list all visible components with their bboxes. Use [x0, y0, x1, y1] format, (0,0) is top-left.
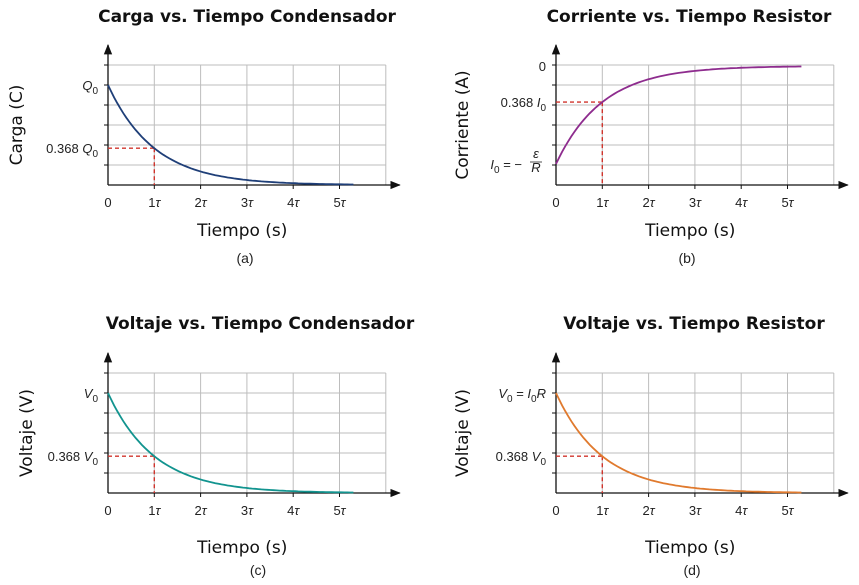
chart-title: Voltaje vs. Tiempo Resistor — [563, 314, 825, 334]
grid — [556, 64, 835, 185]
x-tick-label: 0 — [104, 503, 111, 518]
x-axis-label: Tiempo (s) — [644, 538, 735, 558]
grid — [108, 64, 387, 185]
x-tick-label: 1τ — [596, 503, 609, 518]
x-axis-label: Tiempo (s) — [196, 221, 287, 241]
x-tick-label: 3τ — [241, 503, 254, 518]
x-tick-label: 2τ — [195, 503, 208, 518]
y-mark-label: 0 — [539, 59, 546, 74]
x-tick-label: 4τ — [735, 195, 748, 210]
chart-panel-1: 0 1τ 2τ 3τ 4τ 5τ 0 0.368 I0 I0 = − εR Corriente vs… — [453, 7, 849, 266]
grid — [556, 372, 835, 493]
y-mark-label: I0 = − — [490, 157, 522, 176]
x-tick-label: 0 — [104, 195, 111, 210]
y-axis-label: Carga (C) — [7, 85, 27, 166]
fraction-denominator: R — [531, 160, 540, 175]
y-mark-label: V0 — [84, 386, 99, 405]
chart-panel-2: 0 1τ 2τ 3τ 4τ 5τ V0 0.368 V0 Voltaje vs. Tiempo … — [17, 314, 415, 578]
x-tick-label: 5τ — [781, 195, 794, 210]
x-tick-label: 1τ — [148, 503, 161, 518]
series-line — [555, 65, 802, 165]
chart-title: Corriente vs. Tiempo Resistor — [547, 7, 832, 27]
x-tick-label: 4τ — [287, 195, 300, 210]
x-tick-label: 2τ — [195, 195, 208, 210]
x-tick-label: 1τ — [596, 195, 609, 210]
x-tick-label: 3τ — [241, 195, 254, 210]
y-axis-label: Voltaje (V) — [453, 389, 473, 477]
panel-caption: (c) — [250, 562, 266, 578]
panel-caption: (b) — [678, 250, 695, 266]
x-tick-label: 3τ — [689, 195, 702, 210]
panel-caption: (d) — [683, 562, 700, 578]
x-axis-label: Tiempo (s) — [644, 221, 735, 241]
chart-panel-0: 0 1τ 2τ 3τ 4τ 5τ Q0 0.368 Q0 Carga vs. Tiempo Co… — [7, 7, 401, 266]
grid — [108, 372, 387, 493]
fraction-numerator: ε — [533, 146, 539, 161]
y-axis-label: Corriente (A) — [453, 70, 473, 179]
y-mark-label: V0 = I0R — [498, 386, 546, 405]
x-tick-label: 0 — [552, 503, 559, 518]
y-mark-label: 0.368 I0 — [501, 95, 547, 114]
x-tick-label: 1τ — [148, 195, 161, 210]
x-tick-label: 5τ — [333, 195, 346, 210]
y-mark-label: 0.368 V0 — [496, 449, 547, 468]
chart-panel-3: 0 1τ 2τ 3τ 4τ 5τ V0 = I0R 0.368 V0 Voltaje vs. T… — [453, 314, 849, 578]
series-line — [107, 392, 354, 494]
y-mark-label: 0.368 V0 — [48, 449, 99, 468]
y-mark-label: Q0 — [82, 78, 98, 97]
y-mark-label: 0.368 Q0 — [46, 141, 98, 160]
y-axis-label: Voltaje (V) — [17, 389, 37, 477]
x-tick-label: 3τ — [689, 503, 702, 518]
x-tick-label: 2τ — [643, 503, 656, 518]
x-tick-label: 4τ — [735, 503, 748, 518]
series-line — [555, 392, 802, 494]
x-axis-label: Tiempo (s) — [196, 538, 287, 558]
x-tick-label: 4τ — [287, 503, 300, 518]
x-tick-label: 5τ — [781, 503, 794, 518]
x-tick-label: 5τ — [333, 503, 346, 518]
x-tick-label: 0 — [552, 195, 559, 210]
panel-caption: (a) — [236, 250, 253, 266]
x-tick-label: 2τ — [643, 195, 656, 210]
chart-title: Voltaje vs. Tiempo Condensador — [106, 314, 415, 334]
chart-title: Carga vs. Tiempo Condensador — [98, 7, 396, 27]
series-line — [107, 84, 354, 186]
